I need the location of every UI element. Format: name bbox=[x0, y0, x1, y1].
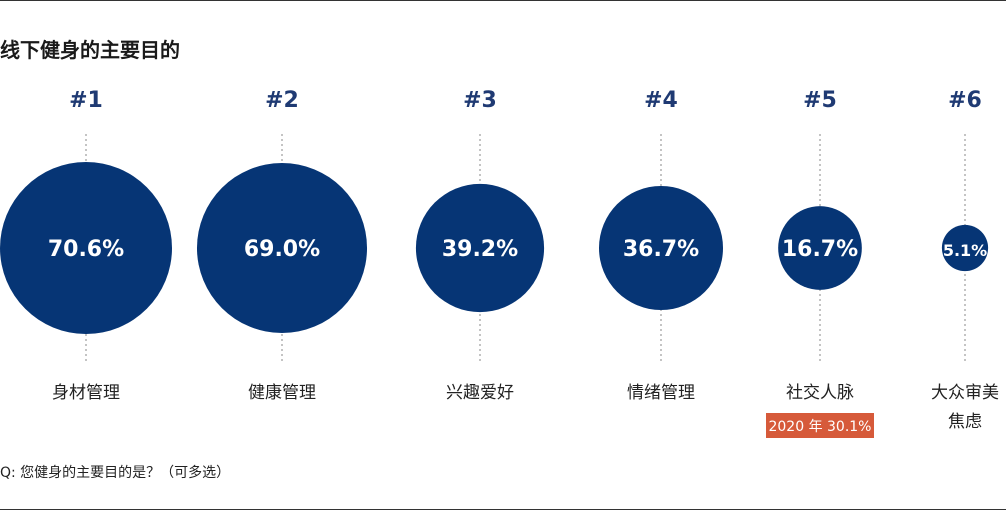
value-label: 5.1% bbox=[943, 241, 987, 260]
category-label: 身材管理 bbox=[52, 383, 120, 403]
value-bubble bbox=[598, 185, 724, 311]
value-label: 70.6% bbox=[48, 237, 124, 262]
comparison-badge bbox=[766, 413, 874, 438]
top-rule bbox=[0, 0, 1006, 1]
category-label: 大众审美 bbox=[931, 383, 999, 403]
rank-label: #5 bbox=[803, 88, 837, 113]
rank-label: #1 bbox=[69, 88, 103, 113]
category-label: 兴趣爱好 bbox=[446, 383, 514, 403]
category-label: 情绪管理 bbox=[627, 383, 695, 403]
category-label: 社交人脉 bbox=[786, 383, 854, 403]
rank-label: #4 bbox=[644, 88, 678, 113]
rank-label: #6 bbox=[948, 88, 982, 113]
bottom-rule bbox=[0, 509, 1006, 510]
category-label: 健康管理 bbox=[248, 383, 316, 403]
rank-label: #2 bbox=[265, 88, 299, 113]
value-bubble bbox=[778, 206, 862, 290]
value-label: 16.7% bbox=[782, 237, 858, 262]
value-label: 39.2% bbox=[442, 237, 518, 262]
survey-question: Q: 您健身的主要目的是？（可多选） bbox=[0, 465, 231, 481]
value-label: 69.0% bbox=[244, 237, 320, 262]
value-bubble bbox=[0, 162, 172, 334]
comparison-label: 2020 年 30.1% bbox=[768, 419, 871, 435]
value-bubble bbox=[941, 224, 989, 272]
category-label: 焦虑 bbox=[948, 412, 982, 432]
value-label: 36.7% bbox=[623, 237, 699, 262]
value-bubble bbox=[196, 162, 368, 334]
value-bubble bbox=[415, 183, 545, 313]
rank-label: #3 bbox=[463, 88, 497, 113]
chart-title: 线下健身的主要目的 bbox=[0, 38, 180, 62]
